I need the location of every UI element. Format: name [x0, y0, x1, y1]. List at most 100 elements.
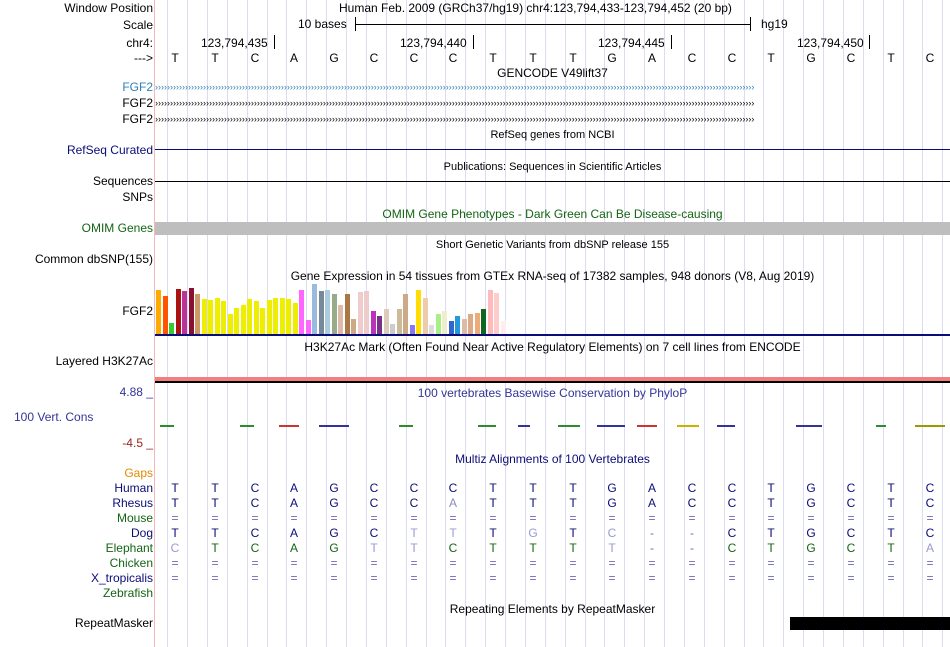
gtex-tissue-bar[interactable]: [182, 291, 187, 334]
refseq-track-title[interactable]: RefSeq genes from NCBI: [490, 129, 615, 141]
gtex-tissue-bar[interactable]: [357, 292, 363, 334]
multiz-species-label[interactable]: Chicken: [109, 556, 153, 570]
h3k27ac-track-title[interactable]: H3K27Ac Mark (Often Found Near Active Re…: [304, 340, 801, 354]
publications-feature[interactable]: [155, 181, 950, 182]
multiz-species-label[interactable]: X_tropicalis: [90, 571, 153, 585]
reference-base: C: [925, 51, 935, 65]
multiz-track-title[interactable]: Multiz Alignments of 100 Vertebrates: [455, 452, 650, 466]
layered-h3k27ac-label[interactable]: Layered H3K27Ac: [55, 354, 153, 368]
gtex-tissue-bar[interactable]: [305, 320, 311, 334]
gtex-tissue-bar[interactable]: [377, 316, 382, 334]
gtex-tissue-bar[interactable]: [253, 301, 259, 334]
gtex-tissue-bar[interactable]: [416, 290, 421, 334]
refseq-curated-label[interactable]: RefSeq Curated: [66, 143, 153, 157]
gtex-tissue-bar[interactable]: [481, 309, 486, 334]
multiz-aligned-base: =: [211, 556, 219, 570]
repeatmasker-label[interactable]: RepeatMasker: [74, 616, 153, 630]
multiz-aligned-base: T: [410, 541, 418, 555]
gtex-tissue-bar[interactable]: [227, 314, 233, 334]
gtex-tissue-bar[interactable]: [422, 298, 428, 334]
multiz-species-label[interactable]: Human: [114, 481, 153, 495]
dbsnp-track-title[interactable]: Short Genetic Variants from dbSNP releas…: [435, 239, 670, 251]
gtex-tissue-bar[interactable]: [188, 288, 194, 334]
gtex-tissue-bar[interactable]: [318, 291, 324, 334]
gtex-tissue-bar[interactable]: [266, 300, 272, 334]
multiz-species-label[interactable]: Rhesus: [112, 496, 153, 510]
multiz-species-label[interactable]: Mouse: [116, 511, 153, 525]
gtex-tissue-bar[interactable]: [494, 293, 499, 334]
multiz-aligned-base: =: [728, 511, 736, 525]
gencode-transcript-feature[interactable]: ››››››››››››››››››››››››››››››››››››››››…: [155, 115, 755, 123]
gtex-tissue-bar[interactable]: [474, 313, 480, 334]
gtex-tissue-bar[interactable]: [247, 299, 252, 334]
gtex-tissue-bar[interactable]: [299, 290, 304, 334]
gtex-tissue-bar[interactable]: [396, 309, 402, 334]
gtex-tissue-bar[interactable]: [338, 305, 343, 334]
gtex-tissue-bar[interactable]: [344, 294, 350, 334]
gtex-tissue-bar[interactable]: [409, 325, 415, 334]
publications-sequences-label[interactable]: Sequences: [92, 174, 153, 188]
common-dbsnp-label[interactable]: Common dbSNP(155): [34, 252, 153, 266]
gtex-tissue-bar[interactable]: [195, 294, 200, 334]
gtex-tissue-bar[interactable]: [292, 303, 298, 334]
gtex-tissue-bar[interactable]: [429, 325, 434, 334]
gtex-tissue-bar[interactable]: [214, 298, 220, 334]
h3k27ac-signal[interactable]: [155, 377, 950, 381]
gtex-tissue-bar[interactable]: [351, 319, 356, 334]
phylop-track-title[interactable]: 100 vertebrates Basewise Conservation by…: [417, 386, 688, 400]
gencode-gene-label[interactable]: FGF2: [122, 112, 153, 126]
gencode-gene-label[interactable]: FGF2: [122, 96, 153, 110]
omim-gene-feature[interactable]: [155, 222, 950, 235]
gtex-track-title[interactable]: Gene Expression in 54 tissues from GTEx …: [290, 269, 815, 283]
multiz-species-label[interactable]: Zebrafish: [102, 586, 153, 600]
gtex-tissue-bar[interactable]: [500, 321, 506, 334]
gtex-tissue-bar[interactable]: [175, 289, 181, 334]
gtex-tissue-bar[interactable]: [260, 308, 265, 334]
gencode-track-title[interactable]: GENCODE V49lift37: [497, 66, 608, 80]
gtex-tissue-bar[interactable]: [370, 311, 376, 334]
multiz-species-label[interactable]: Dog: [130, 526, 153, 540]
gtex-tissue-bar[interactable]: [208, 300, 213, 334]
gtex-tissue-bar[interactable]: [331, 294, 337, 334]
gtex-tissue-bar[interactable]: [279, 298, 285, 334]
gtex-tissue-bar[interactable]: [390, 324, 395, 334]
phylop-signal[interactable]: [155, 410, 950, 440]
gtex-tissue-bar[interactable]: [234, 308, 239, 334]
gtex-tissue-bar[interactable]: [312, 284, 317, 334]
gtex-tissue-bar[interactable]: [221, 301, 226, 334]
omim-genes-label[interactable]: OMIM Genes: [81, 221, 153, 235]
snps-label[interactable]: SNPs: [122, 190, 153, 204]
gtex-tissue-bar[interactable]: [156, 290, 161, 334]
gencode-gene-label[interactable]: FGF2: [122, 80, 153, 94]
gtex-tissue-bar[interactable]: [487, 290, 493, 334]
refseq-gene-feature[interactable]: [155, 149, 950, 150]
gtex-tissue-bar[interactable]: [383, 309, 389, 334]
gencode-transcript-feature[interactable]: ››››››››››››››››››››››››››››››››››››››››…: [155, 99, 755, 107]
gtex-tissue-bar[interactable]: [201, 299, 207, 334]
gtex-tissue-bar[interactable]: [240, 305, 246, 334]
repeatmasker-feature[interactable]: [790, 617, 950, 630]
gencode-transcript-feature[interactable]: ››››››››››››››››››››››››››››››››››››››››…: [155, 83, 755, 91]
gtex-tissue-bar[interactable]: [448, 321, 454, 334]
multiz-species-label[interactable]: Elephant: [105, 541, 153, 555]
phylop-track-label[interactable]: 100 Vert. Cons: [14, 410, 94, 424]
gtex-expression-chart[interactable]: [155, 284, 535, 334]
gtex-tissue-bar[interactable]: [455, 316, 460, 334]
gtex-gene-label[interactable]: FGF2: [122, 304, 153, 318]
assembly-position-text[interactable]: Human Feb. 2009 (GRCh37/hg19) chr4:123,7…: [339, 1, 732, 15]
gtex-tissue-bar[interactable]: [325, 290, 330, 334]
gtex-tissue-bar[interactable]: [286, 299, 291, 334]
gtex-tissue-bar[interactable]: [169, 323, 174, 334]
gtex-tissue-bar[interactable]: [442, 311, 447, 334]
gtex-tissue-bar[interactable]: [364, 291, 369, 334]
gtex-tissue-bar[interactable]: [468, 314, 473, 334]
gtex-tissue-bar[interactable]: [273, 298, 278, 334]
publications-track-title[interactable]: Publications: Sequences in Scientific Ar…: [443, 161, 662, 173]
multiz-aligned-base: =: [688, 511, 696, 525]
gtex-tissue-bar[interactable]: [403, 294, 408, 334]
gtex-tissue-bar[interactable]: [435, 314, 441, 334]
gtex-tissue-bar[interactable]: [162, 296, 168, 334]
repeatmasker-track-title[interactable]: Repeating Elements by RepeatMasker: [449, 602, 656, 616]
gtex-tissue-bar[interactable]: [461, 319, 467, 334]
omim-track-title[interactable]: OMIM Gene Phenotypes - Dark Green Can Be…: [382, 207, 723, 221]
